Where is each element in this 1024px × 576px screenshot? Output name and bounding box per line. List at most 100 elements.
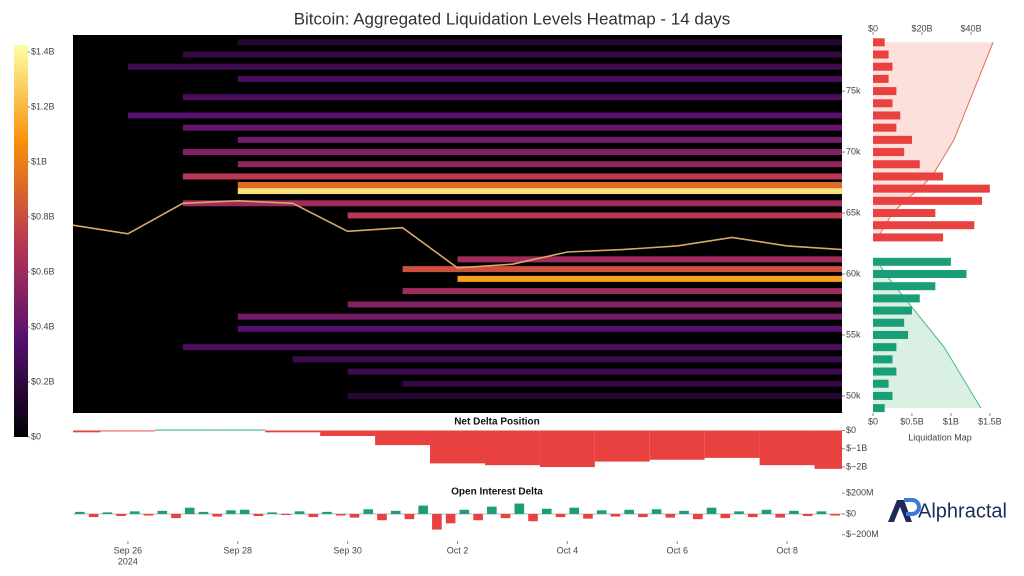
oi-bar: [747, 513, 758, 518]
axis-label: Liquidation Map: [908, 432, 972, 442]
liquidation-bar: [873, 404, 885, 413]
liquidation-band: [182, 51, 842, 58]
y-tick-label: 65k: [846, 207, 861, 217]
liquidation-band: [347, 301, 842, 308]
net-delta-area: [265, 430, 321, 433]
liquidation-band: [457, 256, 842, 263]
liquidation-bar: [873, 306, 912, 315]
y-tick-label: 70k: [846, 146, 861, 156]
oi-bar: [377, 513, 387, 521]
net-delta-area: [320, 430, 376, 436]
liquidation-band: [402, 288, 842, 295]
liquidation-band: [182, 344, 842, 351]
net-delta-area: [759, 430, 815, 466]
liquidation-bar: [873, 355, 893, 364]
y-tick-label: $−2B: [846, 461, 867, 471]
liquidation-bar: [873, 257, 951, 266]
y-tick-label: 50k: [846, 390, 861, 400]
oi-bar: [432, 513, 442, 530]
logo-icon: [888, 500, 912, 522]
liquidation-bar: [873, 196, 983, 205]
oi-bar: [761, 509, 772, 514]
oi-bar: [775, 513, 786, 518]
oi-bar: [198, 511, 209, 514]
liquidation-band: [237, 39, 843, 46]
heatmap-background: [73, 35, 842, 413]
net-delta-area: [484, 430, 540, 466]
liquidation-bar: [873, 38, 885, 47]
liquidation-band: [347, 368, 842, 375]
net-delta-area: [649, 430, 705, 460]
oi-bar: [143, 513, 154, 516]
liquidation-band: [347, 392, 842, 399]
oi-bar: [404, 513, 415, 520]
x-tick-label: $0: [868, 416, 878, 426]
oi-bar: [720, 513, 731, 519]
colorbar-tick-label: $0.6B: [31, 266, 55, 276]
oi-bar: [418, 505, 428, 514]
liquidation-bar: [873, 74, 889, 83]
liquidation-bar: [873, 62, 893, 71]
x2-tick-label: $0: [868, 23, 878, 33]
liquidation-band: [237, 136, 843, 143]
liquidation-bar: [873, 87, 897, 96]
oi-bar: [308, 513, 319, 518]
oi-bar: [281, 513, 291, 515]
colorbar-tick-label: $0: [31, 431, 41, 441]
liquidation-bar: [873, 391, 893, 400]
liquidation-bar: [873, 135, 912, 144]
oi-bar: [226, 510, 236, 514]
liquidation-bar: [873, 209, 936, 218]
oi-bar: [363, 509, 374, 514]
liquidation-band: [237, 161, 843, 168]
oi-bar: [569, 507, 580, 514]
liquidation-bar: [873, 294, 920, 303]
liquidation-bar: [873, 50, 889, 59]
liquidation-band: [237, 188, 843, 195]
x-tick-label: Sep 28: [224, 545, 253, 555]
oi-bar: [294, 511, 305, 514]
liquidation-bar: [873, 172, 944, 181]
liquidation-bar: [873, 221, 975, 230]
oi-bar: [514, 503, 525, 514]
oi-bar: [459, 509, 470, 514]
oi-bar: [802, 513, 813, 517]
oi-bar: [734, 511, 744, 514]
y-tick-label: 55k: [846, 329, 861, 339]
colorbar: [14, 45, 28, 437]
oi-bar: [596, 510, 607, 514]
logo: Alphractal: [888, 498, 1007, 522]
net-delta-area: [594, 430, 650, 462]
chart-title: Bitcoin: Aggregated Liquidation Levels H…: [294, 9, 731, 28]
cumulative-line: [877, 42, 994, 238]
net-delta-area: [73, 430, 101, 433]
oi-bar: [390, 510, 401, 514]
liquidation-bar: [873, 111, 901, 120]
x-tick-label: $1B: [943, 416, 959, 426]
x-year-label: 2024: [118, 556, 138, 566]
liquidation-bar: [873, 318, 905, 327]
oi-bar: [528, 513, 538, 522]
net-delta-area: [100, 430, 156, 432]
liquidation-band: [182, 94, 842, 101]
liquidation-bar: [873, 330, 909, 339]
oi-bar: [116, 513, 126, 517]
oi-bar: [335, 513, 346, 516]
liquidation-band: [182, 200, 842, 207]
oi-bar: [239, 509, 250, 514]
liquidation-band: [237, 181, 843, 188]
x2-tick-label: $40B: [961, 23, 982, 33]
x-tick-label: $0.5B: [900, 416, 924, 426]
net-delta-area: [539, 430, 595, 468]
oi-bar: [610, 513, 621, 517]
x-tick-label: Oct 4: [557, 545, 579, 555]
liquidation-bar: [873, 367, 897, 376]
oi-bar: [253, 513, 264, 517]
oi-bar: [830, 513, 840, 516]
oi-bar: [789, 510, 799, 514]
net-delta-area: [155, 429, 211, 431]
liquidation-bar: [873, 269, 967, 278]
y-tick-label: 60k: [846, 268, 861, 278]
x2-tick-label: $20B: [912, 23, 933, 33]
oi-bar: [212, 513, 222, 517]
